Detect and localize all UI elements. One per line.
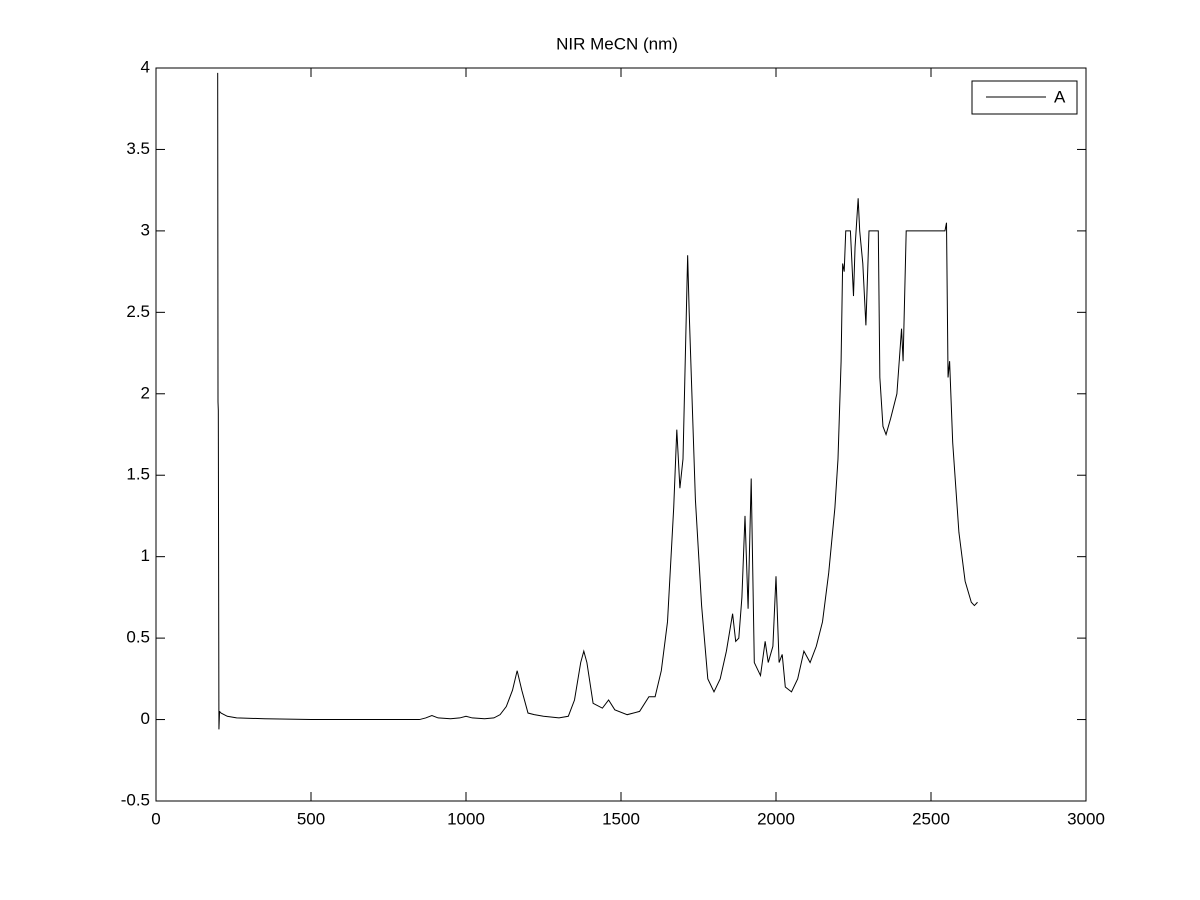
data-line — [217, 72, 978, 730]
y-tick-label: 4 — [141, 57, 150, 76]
y-tick-label: 0 — [141, 709, 150, 728]
chart-title: NIR MeCN (nm) — [556, 34, 678, 53]
x-tick-label: 1500 — [602, 809, 640, 828]
x-tick-label: 2500 — [912, 809, 950, 828]
y-tick-label: 0.5 — [126, 628, 150, 647]
y-tick-label: 3.5 — [126, 139, 150, 158]
y-tick-label: 2 — [141, 383, 150, 402]
y-tick-label: 3 — [141, 220, 150, 239]
y-tick-label: 1 — [141, 546, 150, 565]
y-tick-label: 1.5 — [126, 465, 150, 484]
x-tick-label: 2000 — [757, 809, 795, 828]
y-tick-label: 2.5 — [126, 302, 150, 321]
legend-label: A — [1054, 87, 1066, 106]
x-tick-label: 1000 — [447, 809, 485, 828]
x-tick-label: 3000 — [1067, 809, 1105, 828]
x-tick-label: 500 — [297, 809, 325, 828]
x-tick-label: 0 — [151, 809, 160, 828]
y-tick-label: -0.5 — [121, 790, 150, 809]
